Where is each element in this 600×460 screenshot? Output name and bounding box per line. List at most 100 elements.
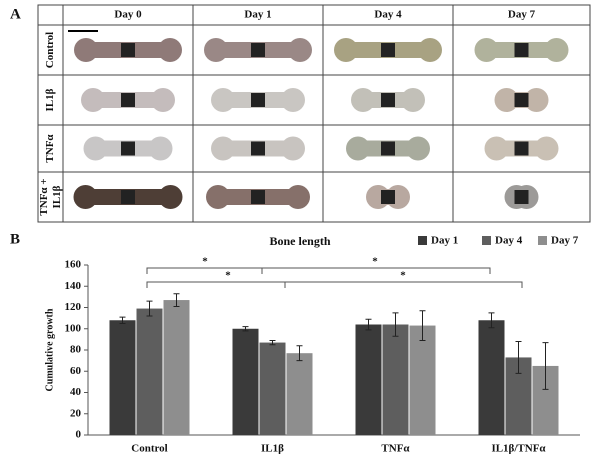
error-bar <box>119 316 126 324</box>
significance-brackets <box>146 267 523 288</box>
bone-end <box>401 88 425 112</box>
bone-mark <box>514 141 529 156</box>
bone-mark <box>251 141 265 156</box>
bone-end <box>544 38 569 62</box>
bone-end <box>151 88 175 112</box>
bone-end <box>351 88 375 112</box>
x-tick-label: IL1β <box>261 443 284 455</box>
bone-end <box>211 88 235 112</box>
bone-end <box>418 38 442 62</box>
bone-end <box>281 88 305 112</box>
bone-mark <box>514 190 529 204</box>
legend-swatch <box>418 236 427 245</box>
bone-end <box>281 136 305 161</box>
legend-swatch <box>538 236 547 245</box>
x-tick-label: Control <box>131 443 167 455</box>
bone-end <box>158 38 182 62</box>
column-header: Day 1 <box>244 9 271 21</box>
legend-label: Day 1 <box>431 235 458 247</box>
column-header: Day 7 <box>508 9 536 21</box>
bone-end <box>534 136 559 161</box>
bone-end <box>494 88 519 112</box>
error-bar <box>365 318 372 331</box>
bone-mark <box>251 93 265 107</box>
bracket <box>146 267 491 274</box>
bone-end <box>74 38 98 62</box>
bone-mark <box>514 43 529 57</box>
bone-mark <box>381 190 395 204</box>
x-tick-label: TNFα <box>381 443 410 455</box>
bar <box>163 300 190 435</box>
annotation: * <box>400 270 406 282</box>
y-axis-label: Cumulative growth <box>44 308 55 391</box>
legend-label: Day 7 <box>551 235 579 247</box>
bone-mark <box>121 190 135 204</box>
bone-mark <box>381 141 395 156</box>
bar <box>232 328 259 435</box>
y-tick-label: 40 <box>70 386 82 398</box>
y-tick-label: 0 <box>76 429 82 441</box>
bone-end <box>474 38 499 62</box>
column-header: Day 0 <box>114 9 142 21</box>
error-bar <box>515 341 522 374</box>
bone-end <box>204 38 228 62</box>
error-bar <box>296 345 303 362</box>
y-tick-label: 160 <box>65 259 82 271</box>
bone-mark <box>251 43 265 57</box>
bar <box>382 324 409 435</box>
bar <box>409 325 436 435</box>
y-tick-label: 120 <box>65 301 82 313</box>
bone-end <box>524 88 549 112</box>
panel-label: B <box>10 231 20 247</box>
error-bar <box>173 293 180 307</box>
bone-end <box>211 136 235 161</box>
row-label: TNFα <box>44 134 56 163</box>
bone-end <box>206 185 230 209</box>
bone-end <box>334 38 358 62</box>
bar <box>478 320 505 435</box>
y-tick-label: 80 <box>70 344 82 356</box>
annotation: * <box>225 270 231 282</box>
bone-end <box>288 38 312 62</box>
bar <box>259 342 286 435</box>
bone-end <box>406 136 430 161</box>
bone-mark <box>121 43 135 57</box>
y-tick-label: 60 <box>70 365 82 377</box>
bone-end <box>346 136 370 161</box>
error-bar <box>542 342 549 390</box>
bar <box>109 320 136 435</box>
legend-swatch <box>482 236 491 245</box>
x-tick-label: IL1β/TNFα <box>491 443 546 455</box>
panel-label: A <box>10 6 21 22</box>
bone-end <box>148 136 173 161</box>
error-bar <box>488 312 495 329</box>
error-bar <box>392 312 399 337</box>
bone-end <box>73 185 98 209</box>
bone-mark <box>251 190 265 204</box>
bone-mark <box>514 93 529 107</box>
chart-title: Bone length <box>269 234 330 248</box>
row-label: Control <box>44 32 56 68</box>
error-bar <box>146 300 153 317</box>
bone-end <box>484 136 509 161</box>
bone-end <box>83 136 108 161</box>
y-tick-label: 20 <box>70 407 82 419</box>
y-tick-label: 100 <box>65 322 82 334</box>
bone-mark <box>121 93 135 107</box>
bar <box>136 308 163 435</box>
bone-mark <box>121 141 135 156</box>
bone-mark <box>381 43 395 57</box>
error-bar <box>269 339 276 346</box>
annotation: * <box>372 256 378 268</box>
bone-end <box>286 185 310 209</box>
annotation: * <box>202 256 208 268</box>
legend-label: Day 4 <box>495 235 523 247</box>
bone-end <box>158 185 183 209</box>
bar <box>286 353 313 435</box>
column-header: Day 4 <box>374 9 402 21</box>
y-tick-label: 140 <box>65 280 82 292</box>
bar <box>355 324 382 435</box>
bone-end <box>81 88 105 112</box>
bone-mark <box>381 93 395 107</box>
